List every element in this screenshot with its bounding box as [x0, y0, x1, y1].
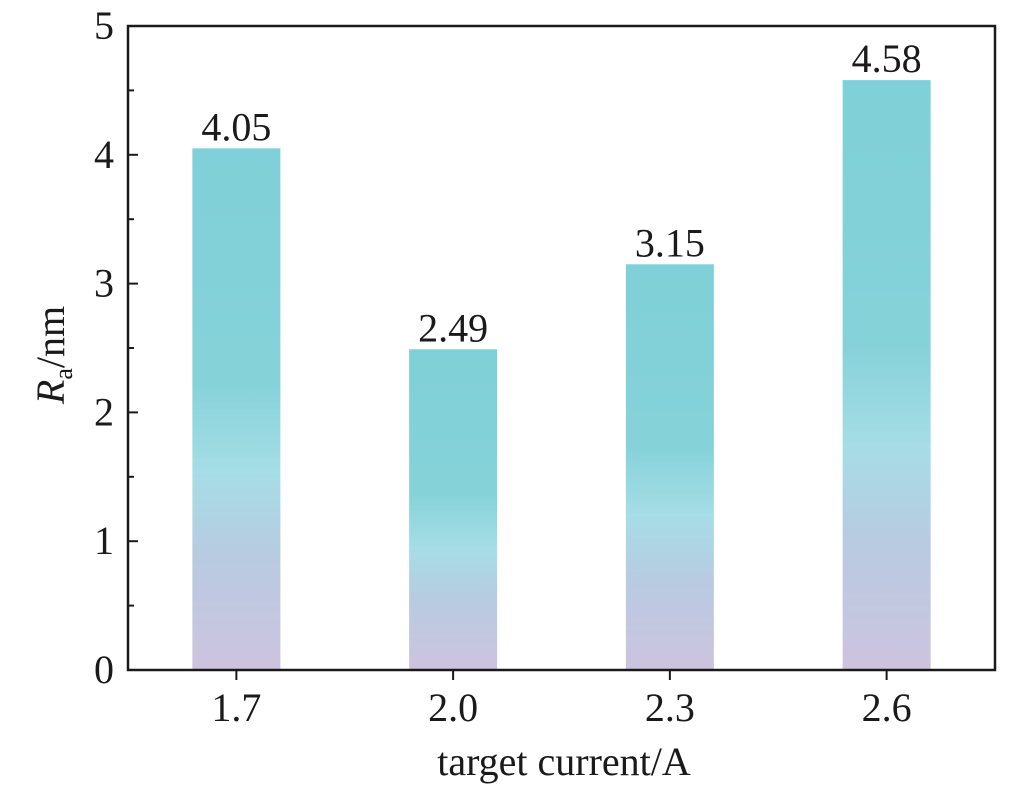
y-ticks-group: 0 1 2 3 4 5	[94, 3, 138, 692]
bars-group	[192, 80, 931, 671]
y-axis-title-symbol: R	[28, 380, 73, 405]
data-label-2.3: 3.15	[635, 220, 705, 265]
data-label-1.7: 4.05	[201, 104, 271, 149]
y-axis-title-subscript: a	[49, 368, 78, 380]
y-axis-title: Ra/nm	[28, 306, 78, 405]
x-tick-label-2.3: 2.3	[645, 685, 695, 730]
data-label-2.0: 2.49	[418, 305, 488, 350]
bar-1.7	[192, 148, 281, 671]
y-tick-label-1: 1	[94, 518, 114, 563]
y-tick-label-0: 0	[94, 647, 114, 692]
bar-2.3	[625, 264, 714, 670]
y-tick-label-5: 5	[94, 3, 114, 48]
x-ticks-group: 1.7 2.0 2.3 2.6	[211, 670, 912, 730]
x-tick-label-1.7: 1.7	[211, 685, 261, 730]
data-label-2.6: 4.58	[852, 36, 922, 81]
y-tick-label-3: 3	[94, 261, 114, 306]
bar-2.6	[842, 80, 931, 670]
y-axis-title-unit: /nm	[28, 306, 73, 368]
x-tick-label-2.6: 2.6	[862, 685, 912, 730]
x-axis-title: target current/A	[437, 739, 691, 784]
x-tick-label-2.0: 2.0	[428, 685, 478, 730]
y-tick-label-2: 2	[94, 389, 114, 434]
y-tick-label-4: 4	[94, 132, 114, 177]
data-labels-group: 4.05 2.49 3.15 4.58	[201, 36, 921, 350]
bar-2.0	[409, 349, 498, 670]
